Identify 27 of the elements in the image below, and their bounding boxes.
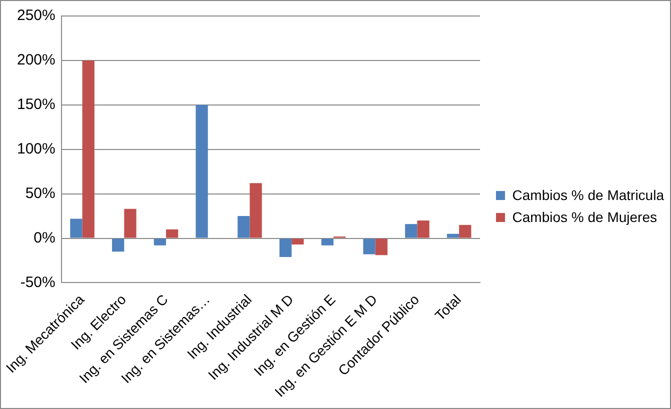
bar [238, 216, 250, 238]
bar [154, 238, 166, 246]
legend-label: Cambios % de Mujeres [512, 209, 657, 225]
bar [124, 208, 136, 238]
bar [321, 238, 334, 246]
bar [250, 183, 262, 238]
bar [112, 238, 124, 252]
bar [363, 238, 376, 254]
bar [375, 238, 388, 256]
bar [405, 224, 418, 238]
bar [279, 238, 292, 257]
bar [446, 234, 460, 238]
y-tick-label: 0% [34, 229, 56, 246]
y-tick-label: 50% [25, 184, 56, 202]
bar [82, 60, 94, 238]
y-tick-label: 100% [16, 140, 56, 158]
bar [166, 229, 178, 238]
y-tick-label: -50% [20, 274, 56, 291]
legend-label: Cambios % de Matricula [512, 187, 664, 203]
bar [70, 218, 82, 238]
y-tick-label: 200% [16, 52, 56, 69]
bar [196, 104, 208, 238]
bar [292, 238, 304, 244]
bar [417, 220, 430, 238]
y-tick-label: 150% [16, 96, 56, 114]
y-tick-label: 250% [16, 7, 56, 24]
bar [459, 224, 472, 238]
